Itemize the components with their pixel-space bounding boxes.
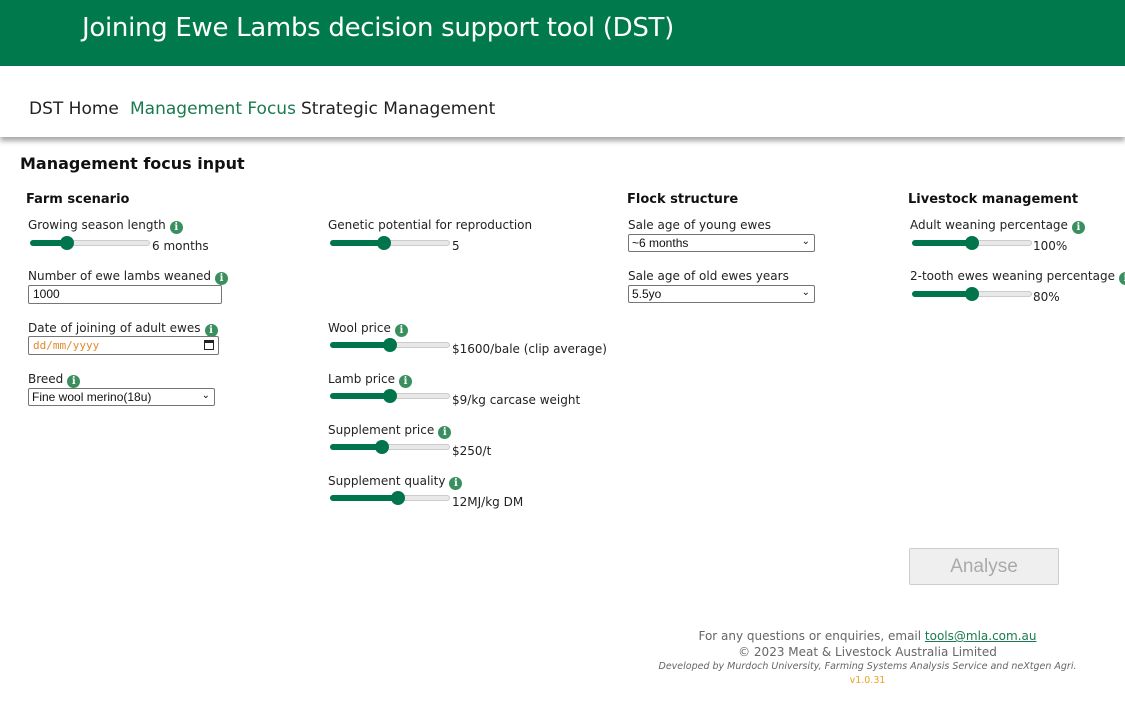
genetic-slider[interactable] <box>330 236 450 250</box>
slider-thumb[interactable] <box>391 491 406 505</box>
sale-old-label: Sale age of old ewes years <box>628 269 789 283</box>
slider-fill <box>912 240 972 246</box>
info-icon[interactable]: i <box>449 477 463 490</box>
wool-price-slider[interactable] <box>330 338 450 352</box>
chevron-down-icon: ⌄ <box>801 236 810 247</box>
chevron-down-icon: ⌄ <box>201 390 210 401</box>
info-icon[interactable]: i <box>67 375 81 388</box>
info-icon[interactable]: i <box>438 426 452 439</box>
adult-weaning-slider[interactable] <box>912 236 1032 250</box>
analyse-button[interactable]: Analyse <box>909 548 1059 585</box>
supplement-price-slider[interactable] <box>330 440 450 454</box>
breed-label: Breed i <box>28 372 81 388</box>
info-icon[interactable]: i <box>1071 221 1085 234</box>
section-livestock-management: Livestock management <box>908 192 1079 207</box>
slider-fill <box>330 342 390 348</box>
supplement-price-value: $250/t <box>452 444 492 458</box>
slider-fill <box>912 291 972 297</box>
wool-price-value: $1600/bale (clip average) <box>452 342 607 356</box>
info-icon[interactable]: i <box>215 272 229 285</box>
slider-fill <box>330 495 399 501</box>
supplement-quality-slider[interactable] <box>330 491 450 505</box>
nav-management-focus[interactable]: Management Focus <box>130 99 296 119</box>
lamb-price-slider[interactable] <box>330 389 450 403</box>
info-icon[interactable]: i <box>399 375 413 388</box>
slider-thumb[interactable] <box>374 440 389 454</box>
slider-fill <box>330 444 382 450</box>
nav-dst-home[interactable]: DST Home <box>29 99 119 119</box>
sale-young-label: Sale age of young ewes <box>628 218 771 232</box>
sale-young-select[interactable]: ~6 months ⌄ <box>628 234 815 252</box>
genetic-label: Genetic potential for reproduction <box>328 218 533 232</box>
ewe-lambs-label: Number of ewe lambs weaned i <box>28 269 229 285</box>
chevron-down-icon: ⌄ <box>801 287 810 298</box>
supplement-quality-value: 12MJ/kg DM <box>452 495 524 509</box>
date-placeholder: dd/mm/yyyy <box>33 339 100 352</box>
info-icon[interactable]: i <box>204 324 218 337</box>
growing-season-slider[interactable] <box>30 236 150 250</box>
footer-enquiry: For any questions or enquiries, email to… <box>698 629 1037 643</box>
slider-fill <box>330 393 390 399</box>
slider-thumb[interactable] <box>965 287 979 301</box>
lamb-price-value: $9/kg carcase weight <box>452 393 581 407</box>
genetic-value: 5 <box>452 239 460 253</box>
ewe-lambs-input[interactable]: 1000 <box>28 285 222 304</box>
slider-thumb[interactable] <box>383 389 397 403</box>
adult-weaning-value: 100% <box>1033 239 1068 253</box>
sale-old-select[interactable]: 5.5yo ⌄ <box>628 285 815 303</box>
slider-thumb[interactable] <box>377 236 391 250</box>
header-bar: Joining Ewe Lambs decision support tool … <box>0 0 1125 66</box>
lamb-price-label: Lamb price i <box>328 372 413 388</box>
adult-weaning-label: Adult weaning percentage i <box>910 218 1085 234</box>
page-title: Management focus input <box>20 154 245 173</box>
section-flock-structure: Flock structure <box>627 192 739 207</box>
date-joining-label: Date of joining of adult ewes i <box>28 321 218 337</box>
info-icon[interactable]: i <box>394 324 408 337</box>
footer-developed: Developed by Murdoch University, Farming… <box>658 661 1077 672</box>
date-joining-input[interactable]: dd/mm/yyyy <box>28 336 219 355</box>
growing-season-label: Growing season length i <box>28 218 183 234</box>
slider-thumb[interactable] <box>60 236 75 250</box>
section-farm-scenario: Farm scenario <box>26 192 130 207</box>
info-icon[interactable]: i <box>1118 272 1125 285</box>
slider-thumb[interactable] <box>965 236 979 250</box>
email-link[interactable]: tools@mla.com.au <box>924 629 1037 643</box>
slider-fill <box>30 240 68 246</box>
supplement-quality-label: Supplement quality i <box>328 474 463 490</box>
slider-thumb[interactable] <box>383 338 397 352</box>
calendar-icon[interactable] <box>204 340 214 350</box>
footer-version: v1.0.31 <box>849 675 886 686</box>
breed-select[interactable]: Fine wool merino(18u) ⌄ <box>28 388 215 406</box>
info-icon[interactable]: i <box>169 221 183 234</box>
nav-bar: DST Home Management Focus Strategic Mana… <box>0 66 1125 137</box>
footer-copyright: © 2023 Meat & Livestock Australia Limite… <box>738 645 997 659</box>
nav-strategic-management[interactable]: Strategic Management <box>301 99 496 119</box>
two-tooth-weaning-value: 80% <box>1033 290 1060 304</box>
wool-price-label: Wool price i <box>328 321 408 337</box>
app-title: Joining Ewe Lambs decision support tool … <box>82 13 674 43</box>
supplement-price-label: Supplement price i <box>328 423 452 439</box>
growing-season-value: 6 months <box>152 239 209 253</box>
two-tooth-weaning-slider[interactable] <box>912 287 1032 301</box>
slider-fill <box>330 240 384 246</box>
